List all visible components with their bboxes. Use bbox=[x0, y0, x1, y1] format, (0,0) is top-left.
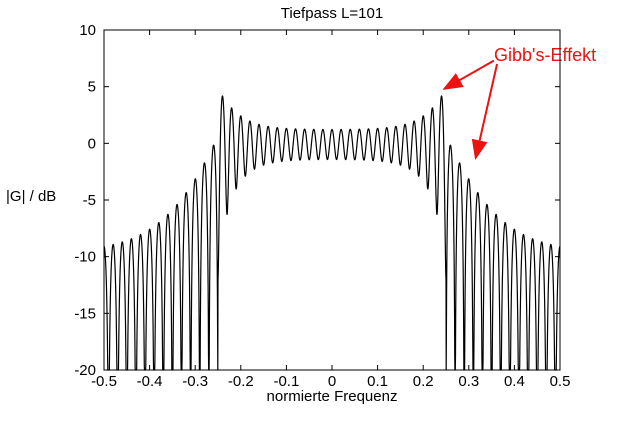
x-tick-label: -0.3 bbox=[182, 373, 208, 390]
annotation-arrow bbox=[442, 59, 495, 90]
y-tick-label: -15 bbox=[74, 305, 96, 322]
y-axis-label: |G| / dB bbox=[6, 188, 57, 205]
x-tick-label: 0.3 bbox=[458, 373, 479, 390]
y-tick-label: -10 bbox=[74, 249, 96, 266]
x-tick-label: 0.2 bbox=[413, 373, 434, 390]
y-tick-label: 5 bbox=[88, 79, 96, 96]
x-tick-label: 0.1 bbox=[367, 373, 388, 390]
annotation-arrow bbox=[471, 63, 499, 161]
x-tick-label: 0 bbox=[328, 373, 336, 390]
x-axis-label: normierte Frequenz bbox=[266, 388, 398, 405]
x-tick-label: -0.4 bbox=[137, 373, 163, 390]
y-tick-label: -5 bbox=[83, 192, 96, 209]
x-tick-label: -0.2 bbox=[228, 373, 254, 390]
chart-title: Tiefpass L=101 bbox=[280, 5, 384, 22]
response-curve bbox=[103, 95, 561, 371]
plot-box bbox=[103, 29, 561, 371]
x-tick-label: -0.5 bbox=[91, 373, 117, 390]
y-tick-label: -20 bbox=[74, 362, 96, 379]
x-tick-label: 0.4 bbox=[504, 373, 525, 390]
y-tick-label: 0 bbox=[88, 135, 96, 152]
y-tick-label: 10 bbox=[79, 22, 96, 39]
x-tick-label: 0.5 bbox=[550, 373, 571, 390]
x-tick-label: -0.1 bbox=[273, 373, 299, 390]
gibbs-annotation-label: Gibb's-Effekt bbox=[494, 45, 597, 65]
